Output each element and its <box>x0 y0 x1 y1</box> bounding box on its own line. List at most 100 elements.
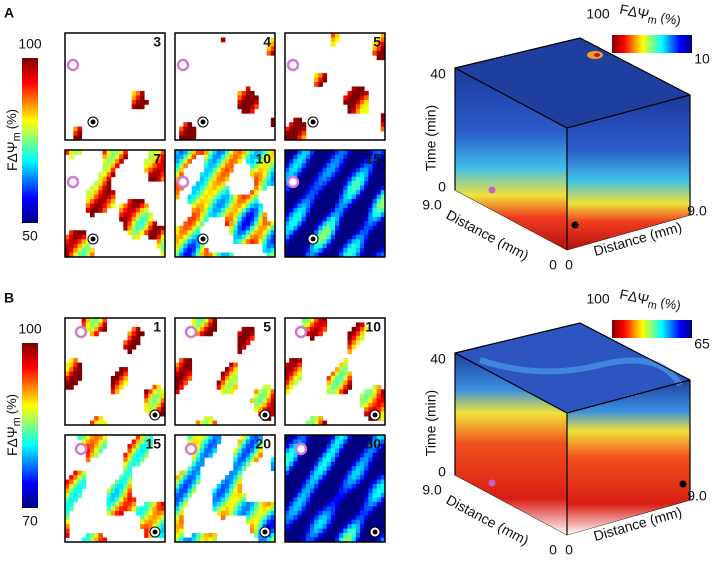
pixel <box>330 528 336 534</box>
pixel <box>229 207 234 213</box>
cube-edges <box>454 37 691 215</box>
pixel <box>156 519 162 525</box>
pixel <box>208 443 213 449</box>
pixel <box>289 384 294 390</box>
pixel <box>140 212 145 218</box>
pixel <box>73 131 78 136</box>
pixel <box>195 181 201 187</box>
pixel <box>237 492 243 498</box>
pixel <box>200 172 205 178</box>
pixel <box>179 510 184 516</box>
pixel <box>364 524 369 530</box>
pixel <box>376 519 382 525</box>
pixel <box>301 230 307 236</box>
pixel <box>212 212 218 218</box>
pixel <box>262 221 268 227</box>
pixel <box>347 194 353 200</box>
pixel <box>94 443 99 449</box>
pixel <box>127 461 133 467</box>
pixel <box>318 234 323 240</box>
pixel <box>355 326 361 332</box>
pixel <box>364 190 369 195</box>
pixel <box>293 190 298 195</box>
pixel <box>152 167 158 173</box>
pixel <box>351 497 357 503</box>
pixel <box>85 533 91 538</box>
pixel <box>229 492 234 498</box>
pixel <box>297 243 303 249</box>
pixel <box>73 497 78 503</box>
pixel <box>330 207 336 213</box>
pixel <box>69 375 74 381</box>
pixel <box>372 50 378 56</box>
colorbar-min: 65 <box>694 336 710 352</box>
pixel <box>229 230 234 236</box>
pixel <box>347 154 353 160</box>
pixel <box>355 167 361 173</box>
pixel <box>364 506 369 512</box>
pixel <box>376 466 382 472</box>
pixel <box>94 185 99 191</box>
pixel <box>237 234 243 240</box>
pixel <box>335 470 340 476</box>
pixel <box>140 510 145 516</box>
pixel <box>330 248 336 253</box>
pixel <box>355 492 361 498</box>
panel-label: A <box>4 5 14 21</box>
pixel <box>69 475 74 480</box>
pixel <box>115 389 120 395</box>
pixel <box>339 501 344 507</box>
pixel <box>376 443 382 449</box>
pixel <box>343 375 348 381</box>
pixel <box>123 221 128 227</box>
pixel <box>77 484 83 489</box>
pixel <box>360 172 365 178</box>
pixel <box>148 402 153 408</box>
pixel <box>191 135 197 141</box>
pixel <box>335 199 340 204</box>
pixel <box>220 167 226 173</box>
pixel <box>233 470 238 476</box>
pixel <box>245 510 251 516</box>
pixel <box>322 185 328 191</box>
pixel <box>148 439 153 445</box>
pixel <box>98 172 103 178</box>
pixel <box>187 375 193 381</box>
pixel <box>351 335 357 341</box>
pixel <box>254 393 259 399</box>
pixel <box>81 318 87 323</box>
pixel <box>285 190 290 195</box>
pixel <box>254 448 259 454</box>
pixel <box>335 225 340 231</box>
pixel <box>270 506 276 512</box>
pixel <box>266 243 272 249</box>
pixel <box>266 172 272 178</box>
pixel <box>368 199 373 204</box>
pixel <box>254 515 259 521</box>
pixel <box>343 203 348 209</box>
pixel <box>380 181 386 187</box>
pixel <box>297 537 303 543</box>
pixel <box>305 515 311 521</box>
pixel <box>368 221 373 227</box>
pixel <box>90 443 95 449</box>
pixel <box>262 389 268 395</box>
pixel <box>297 122 303 128</box>
pixel <box>148 443 153 449</box>
pixel <box>254 199 259 204</box>
pixel <box>285 519 290 525</box>
pixel <box>339 163 344 169</box>
pixel <box>250 172 255 178</box>
pixel <box>183 230 188 236</box>
pixel <box>297 239 303 245</box>
pixel <box>322 515 328 521</box>
pixel <box>343 492 348 498</box>
pixel <box>380 393 386 399</box>
pixel <box>183 492 188 498</box>
pixel <box>380 50 386 56</box>
pixel <box>326 225 332 231</box>
pixel <box>330 519 336 525</box>
pixel <box>305 185 311 191</box>
pixel <box>368 150 373 155</box>
pixel <box>314 73 319 78</box>
